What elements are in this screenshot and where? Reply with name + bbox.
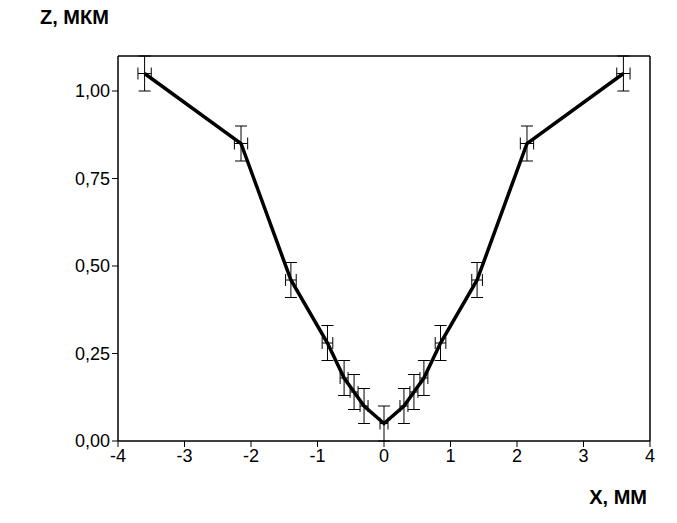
svg-text:-3: -3 — [176, 446, 192, 466]
svg-text:-2: -2 — [243, 446, 259, 466]
svg-text:1: 1 — [445, 446, 455, 466]
svg-text:0,50: 0,50 — [75, 256, 110, 276]
svg-text:1,00: 1,00 — [75, 81, 110, 101]
svg-text:-4: -4 — [110, 446, 126, 466]
svg-text:0,75: 0,75 — [75, 169, 110, 189]
svg-text:2: 2 — [512, 446, 522, 466]
svg-text:0: 0 — [379, 446, 389, 466]
svg-text:3: 3 — [578, 446, 588, 466]
svg-text:4: 4 — [645, 446, 655, 466]
svg-text:0,25: 0,25 — [75, 344, 110, 364]
html-text:Z, МКМ: Z, МКМ — [40, 6, 109, 28]
svg-text:-1: -1 — [309, 446, 325, 466]
svg-text:0,00: 0,00 — [75, 431, 110, 451]
html-text:X, ММ: X, ММ — [589, 486, 647, 508]
